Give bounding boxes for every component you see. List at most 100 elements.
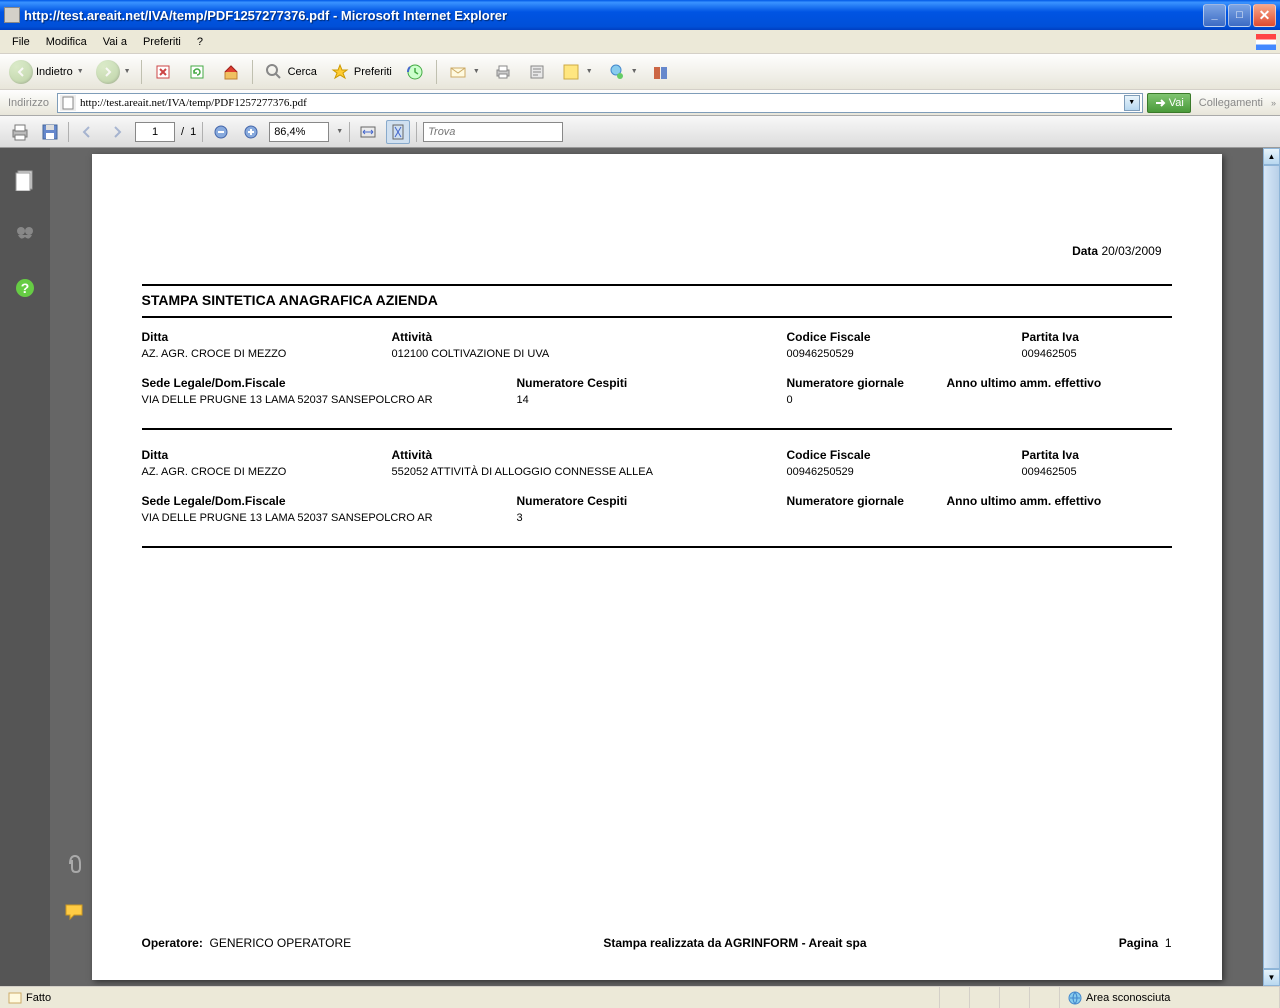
discuss-button[interactable]: ▼ bbox=[555, 58, 598, 86]
menu-help[interactable]: ? bbox=[189, 34, 211, 50]
value-attivita: 552052 ATTIVITÀ DI ALLOGGIO CONNESSE ALL… bbox=[392, 466, 787, 478]
mail-icon bbox=[447, 61, 469, 83]
bookmarks-panel-button[interactable] bbox=[13, 222, 37, 246]
history-icon bbox=[404, 61, 426, 83]
messenger-button[interactable]: ▼ bbox=[600, 58, 643, 86]
pdf-fit-width-button[interactable] bbox=[356, 120, 380, 144]
pdf-print-button[interactable] bbox=[8, 120, 32, 144]
pdf-toolbar: / 1 ▼ bbox=[0, 116, 1280, 148]
back-button[interactable]: Indietro ▼ bbox=[4, 58, 89, 86]
mail-button[interactable]: ▼ bbox=[442, 58, 485, 86]
value-partita-iva: 009462505 bbox=[1022, 466, 1142, 478]
status-bar: Fatto Area sconosciuta bbox=[0, 986, 1280, 1008]
pdf-fit-page-button[interactable] bbox=[386, 120, 410, 144]
search-label: Cerca bbox=[288, 66, 317, 78]
menu-bar: File Modifica Vai a Preferiti ? bbox=[0, 30, 1280, 54]
status-cell bbox=[1000, 987, 1030, 1008]
zone-icon bbox=[1068, 991, 1082, 1005]
header-codice-fiscale: Codice Fiscale bbox=[787, 330, 1022, 344]
pdf-separator bbox=[68, 122, 69, 142]
pdf-find-input[interactable] bbox=[423, 122, 563, 142]
minus-icon bbox=[213, 124, 229, 140]
stampa-value: Stampa realizzata da AGRINFORM - Areait … bbox=[603, 936, 866, 950]
toolbar-separator bbox=[141, 60, 142, 84]
pdf-viewport[interactable]: Data 20/03/2009 STAMPA SINTETICA ANAGRAF… bbox=[50, 148, 1263, 986]
menu-vai-a[interactable]: Vai a bbox=[95, 34, 135, 50]
scroll-thumb[interactable] bbox=[1263, 165, 1280, 969]
address-bar: Indirizzo ▼ Vai Collegamenti » bbox=[0, 90, 1280, 116]
zoom-dropdown-icon[interactable]: ▼ bbox=[336, 128, 343, 135]
research-button[interactable] bbox=[645, 58, 677, 86]
pdf-save-button[interactable] bbox=[38, 120, 62, 144]
close-button[interactable]: ✕ bbox=[1253, 4, 1276, 27]
pages-panel-button[interactable] bbox=[13, 168, 37, 192]
print-button[interactable] bbox=[487, 58, 519, 86]
back-icon bbox=[9, 60, 33, 84]
status-zone: Area sconosciuta bbox=[1060, 987, 1280, 1008]
pagina-label: Pagina bbox=[1119, 936, 1158, 950]
doc-record: Ditta Attività Codice Fiscale Partita Iv… bbox=[142, 436, 1172, 540]
menu-file[interactable]: File bbox=[4, 34, 38, 50]
scroll-up-button[interactable]: ▲ bbox=[1263, 148, 1280, 165]
address-input[interactable] bbox=[80, 97, 1124, 109]
menu-modifica[interactable]: Modifica bbox=[38, 34, 95, 50]
favorites-button[interactable]: Preferiti bbox=[324, 58, 397, 86]
refresh-icon bbox=[186, 61, 208, 83]
links-label[interactable]: Collegamenti bbox=[1195, 97, 1267, 109]
header-num-giornale: Numeratore giornale bbox=[787, 494, 947, 508]
value-codice-fiscale: 00946250529 bbox=[787, 466, 1022, 478]
value-ditta: AZ. AGR. CROCE DI MEZZO bbox=[142, 466, 392, 478]
main-toolbar: Indietro ▼ ▼ Cerca Preferiti ▼ ▼ ▼ bbox=[0, 54, 1280, 90]
header-partita-iva: Partita Iva bbox=[1022, 330, 1142, 344]
address-input-wrap: ▼ bbox=[57, 93, 1143, 113]
header-num-giornale: Numeratore giornale bbox=[787, 376, 947, 390]
toolbar-separator bbox=[436, 60, 437, 84]
maximize-button[interactable]: □ bbox=[1228, 4, 1251, 27]
done-icon bbox=[8, 991, 22, 1005]
ie-icon bbox=[4, 7, 20, 23]
header-ditta: Ditta bbox=[142, 448, 392, 462]
attachment-icon[interactable] bbox=[64, 852, 86, 877]
value-anno bbox=[947, 512, 1147, 524]
back-dropdown-icon: ▼ bbox=[77, 68, 84, 75]
search-button[interactable]: Cerca bbox=[258, 58, 322, 86]
status-cell bbox=[1030, 987, 1060, 1008]
stop-button[interactable] bbox=[147, 58, 179, 86]
pdf-prev-page-button[interactable] bbox=[75, 120, 99, 144]
home-button[interactable] bbox=[215, 58, 247, 86]
refresh-button[interactable] bbox=[181, 58, 213, 86]
header-sede: Sede Legale/Dom.Fiscale bbox=[142, 494, 517, 508]
go-button[interactable]: Vai bbox=[1147, 93, 1191, 113]
back-label: Indietro bbox=[36, 66, 73, 78]
pdf-next-page-button[interactable] bbox=[105, 120, 129, 144]
vertical-scrollbar[interactable]: ▲ ▼ bbox=[1263, 148, 1280, 986]
minimize-button[interactable]: _ bbox=[1203, 4, 1226, 27]
content-area: ? Data 20/03/2009 STAMPA SINTETICA ANAGR… bbox=[0, 148, 1280, 986]
help-panel-button[interactable]: ? bbox=[13, 276, 37, 300]
scroll-track[interactable] bbox=[1263, 165, 1280, 969]
scroll-down-button[interactable]: ▼ bbox=[1263, 969, 1280, 986]
edit-button[interactable] bbox=[521, 58, 553, 86]
forward-button[interactable]: ▼ bbox=[91, 58, 136, 86]
address-dropdown-button[interactable]: ▼ bbox=[1124, 95, 1140, 111]
fit-page-icon bbox=[389, 123, 407, 141]
research-icon bbox=[650, 61, 672, 83]
window-title: http://test.areait.net/IVA/temp/PDF12572… bbox=[24, 8, 1203, 23]
pdf-zoom-out-button[interactable] bbox=[209, 120, 233, 144]
comment-icon[interactable] bbox=[64, 901, 86, 926]
pdf-zoom-input[interactable] bbox=[269, 122, 329, 142]
value-num-cespiti: 14 bbox=[517, 394, 787, 406]
doc-date-label: Data bbox=[1072, 244, 1098, 258]
save-icon bbox=[40, 122, 60, 142]
doc-footer: Operatore: GENERICO OPERATORE Stampa rea… bbox=[142, 936, 1172, 950]
value-num-giornale bbox=[787, 512, 947, 524]
status-text: Fatto bbox=[26, 992, 51, 1004]
zone-text: Area sconosciuta bbox=[1086, 992, 1170, 1004]
pdf-page-sep: / bbox=[181, 126, 184, 138]
value-attivita: 012100 COLTIVAZIONE DI UVA bbox=[392, 348, 787, 360]
window-titlebar: http://test.areait.net/IVA/temp/PDF12572… bbox=[0, 0, 1280, 30]
pdf-page-input[interactable] bbox=[135, 122, 175, 142]
history-button[interactable] bbox=[399, 58, 431, 86]
pdf-zoom-in-button[interactable] bbox=[239, 120, 263, 144]
menu-preferiti[interactable]: Preferiti bbox=[135, 34, 189, 50]
